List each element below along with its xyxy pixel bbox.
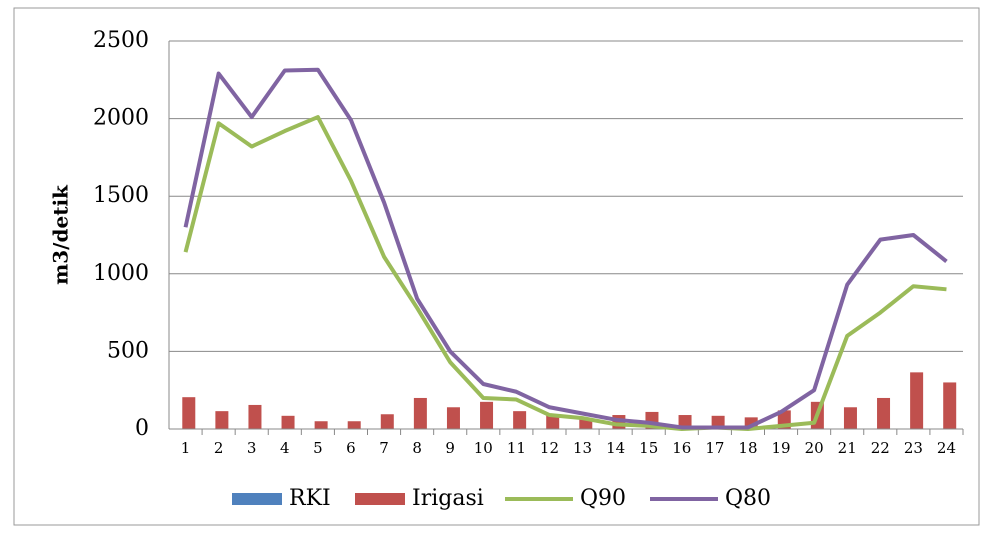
bar xyxy=(281,415,295,429)
bar xyxy=(744,417,758,429)
y-tick-label: 0 xyxy=(135,416,149,441)
x-tick-label: 14 xyxy=(606,439,625,457)
bar xyxy=(546,414,560,429)
x-tick-label: 12 xyxy=(540,439,559,457)
x-tick-label: 7 xyxy=(379,439,389,457)
line-series xyxy=(183,67,948,430)
x-tick-label: 22 xyxy=(871,439,890,457)
bar xyxy=(215,411,229,429)
legend-label: Irigasi xyxy=(412,486,484,511)
y-tick-label: 1500 xyxy=(93,183,149,208)
y-tick-label: 1000 xyxy=(93,261,149,286)
x-tick-label: 17 xyxy=(705,439,724,457)
bar xyxy=(910,372,924,429)
bar xyxy=(877,397,891,429)
x-tick-label: 18 xyxy=(738,439,757,457)
x-tick-label: 23 xyxy=(904,439,923,457)
x-tick-label: 16 xyxy=(672,439,691,457)
x-tick-label: 3 xyxy=(247,439,257,457)
legend-label: Q90 xyxy=(580,486,626,511)
bar xyxy=(314,421,328,429)
bar xyxy=(579,418,593,429)
bar xyxy=(182,397,196,429)
x-tick-label: 10 xyxy=(474,439,493,457)
x-tick-label: 4 xyxy=(280,439,290,457)
bar xyxy=(513,411,527,429)
y-tick-label: 2500 xyxy=(93,28,149,53)
bar xyxy=(347,421,361,429)
x-tick-label: 19 xyxy=(771,439,790,457)
x-tick-label: 15 xyxy=(639,439,658,457)
y-tick-label: 500 xyxy=(107,338,149,363)
bar xyxy=(248,404,262,429)
x-tick-label: 1 xyxy=(181,439,191,457)
x-tick-label: 11 xyxy=(507,439,526,457)
x-tick-label: 13 xyxy=(573,439,592,457)
x-tick-label: 24 xyxy=(937,439,956,457)
x-tick-label: 2 xyxy=(214,439,224,457)
legend-swatch xyxy=(355,493,405,505)
bar xyxy=(446,407,460,429)
legend-label: RKI xyxy=(289,486,331,511)
legend-label: Q80 xyxy=(725,486,771,511)
y-axis-label: m3/detik xyxy=(49,184,73,285)
chart-border xyxy=(13,7,980,526)
line-series xyxy=(183,115,947,431)
bar xyxy=(843,407,857,429)
bar xyxy=(480,401,494,429)
bar xyxy=(943,382,957,429)
x-tick-label: 9 xyxy=(445,439,455,457)
y-tick-label: 2000 xyxy=(93,106,149,131)
bar xyxy=(380,414,394,429)
x-tick-label: 8 xyxy=(412,439,422,457)
legend-swatch xyxy=(232,493,282,505)
x-tick-label: 6 xyxy=(346,439,356,457)
bar xyxy=(413,397,427,429)
x-tick-label: 21 xyxy=(838,439,857,457)
x-tick-label: 5 xyxy=(313,439,323,457)
x-tick-label: 20 xyxy=(805,439,824,457)
